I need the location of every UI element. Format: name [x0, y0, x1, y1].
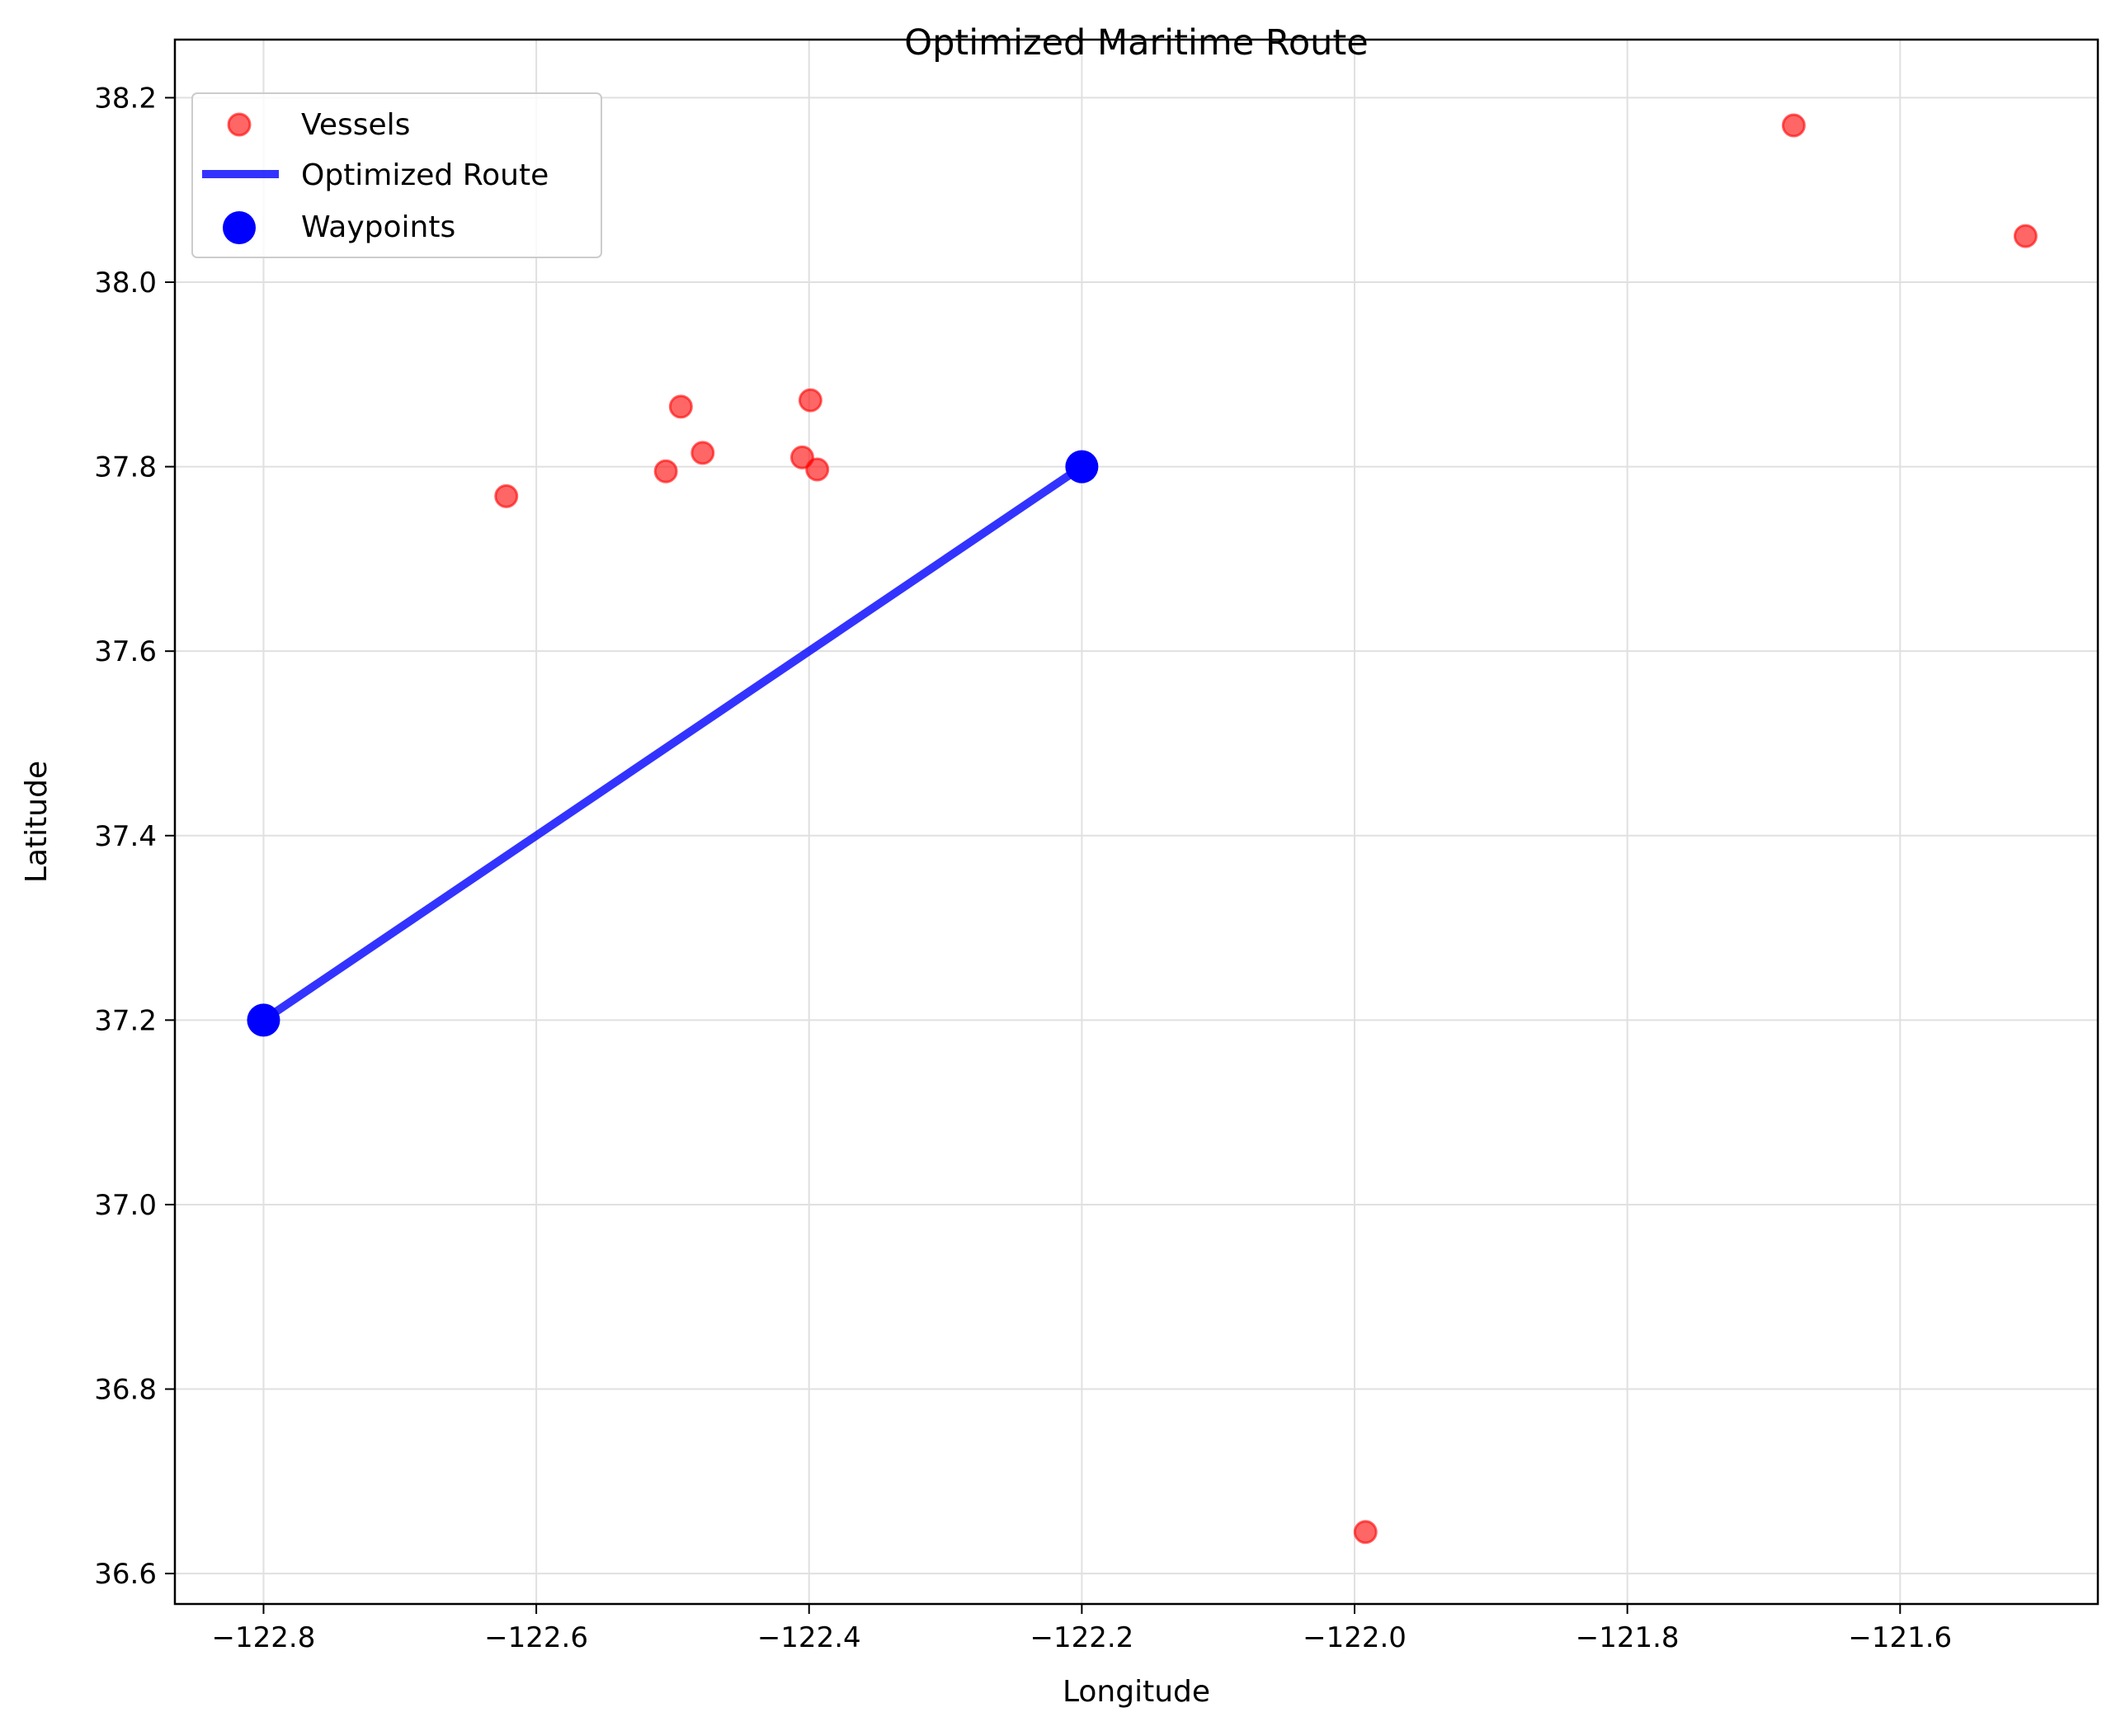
- legend-vessels-label: Vessels: [301, 108, 410, 142]
- x-tick-label: −122.6: [484, 1621, 588, 1654]
- y-tick-label: 37.0: [94, 1189, 157, 1222]
- chart-title: Optimized Maritime Route: [904, 22, 1369, 64]
- x-axis-label: Longitude: [1063, 1675, 1210, 1709]
- x-tick-label: −122.0: [1303, 1621, 1407, 1654]
- y-tick-label: 36.6: [94, 1558, 157, 1591]
- vessel-point: [805, 457, 830, 482]
- vessel-point: [1353, 1520, 1378, 1545]
- legend-route-label: Optimized Route: [301, 158, 549, 192]
- route-line: [261, 463, 1085, 1024]
- route-layer: [261, 463, 1085, 1024]
- vessel-point: [494, 484, 519, 508]
- y-tick-label: 36.8: [94, 1374, 157, 1407]
- legend-box: [191, 92, 602, 258]
- legend-vessels-marker: [227, 112, 252, 137]
- points-layer: [247, 113, 2038, 1545]
- vessel-point: [798, 388, 822, 413]
- y-tick-label: 38.2: [94, 82, 157, 115]
- vessel-point: [1781, 113, 1806, 138]
- waypoint-point: [247, 1003, 280, 1037]
- y-tick-label: 37.8: [94, 451, 157, 484]
- y-tick-label: 37.4: [94, 820, 157, 853]
- legend-waypoints-label: Waypoints: [301, 210, 455, 244]
- legend-waypoints-marker: [223, 211, 256, 244]
- y-axis-label: Latitude: [20, 761, 54, 883]
- y-tick-label: 38.0: [94, 267, 157, 300]
- x-tick-label: −122.4: [757, 1621, 861, 1654]
- x-tick-label: −121.6: [1848, 1621, 1952, 1654]
- plot-frame: [173, 38, 2100, 1606]
- vessel-point: [2013, 224, 2038, 248]
- axis-ticks: −122.8 −122.6 −122.4 −122.2 −122.0 −121.8 −121…: [94, 82, 1952, 1654]
- vessel-point: [653, 459, 678, 484]
- y-tick-label: 37.2: [94, 1004, 157, 1037]
- y-tick-label: 37.6: [94, 635, 157, 668]
- x-tick-label: −122.8: [212, 1621, 316, 1654]
- x-tick-label: −122.2: [1030, 1621, 1133, 1654]
- x-tick-label: −121.8: [1576, 1621, 1680, 1654]
- legend: Vessels Optimized Route Waypoints: [191, 92, 602, 258]
- vessel-point: [690, 441, 715, 465]
- vessel-point: [668, 394, 693, 419]
- waypoint-point: [1065, 450, 1099, 484]
- grid: [175, 40, 2098, 1604]
